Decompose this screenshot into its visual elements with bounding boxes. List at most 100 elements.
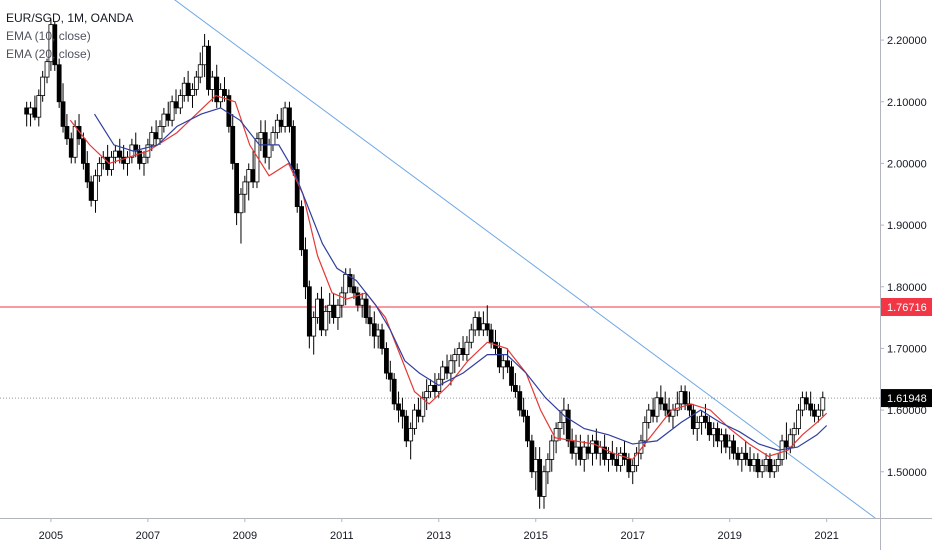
candle-body[interactable] <box>533 459 539 473</box>
candle-body[interactable] <box>537 459 543 497</box>
candle-body[interactable] <box>96 163 102 177</box>
candle-body[interactable] <box>432 385 438 392</box>
candle-body[interactable] <box>812 409 817 417</box>
candle-body[interactable] <box>808 403 814 411</box>
ema-10-legend[interactable]: EMA (10, close) <box>6 29 91 43</box>
candle-body[interactable] <box>549 440 555 460</box>
candle-body[interactable] <box>496 348 502 368</box>
candle-body[interactable] <box>703 415 708 423</box>
candle-body[interactable] <box>56 64 62 103</box>
candle-body[interactable] <box>512 385 518 392</box>
candle-body[interactable] <box>197 64 203 78</box>
candle-body[interactable] <box>173 101 179 109</box>
candle-body[interactable] <box>500 360 506 368</box>
candle-body[interactable] <box>541 471 547 497</box>
candle-body[interactable] <box>391 378 397 405</box>
candle-body[interactable] <box>771 465 777 473</box>
candle-body[interactable] <box>759 465 765 473</box>
candle-body[interactable] <box>553 428 559 442</box>
candle-body[interactable] <box>331 304 336 318</box>
candle-body[interactable] <box>488 329 494 343</box>
candle-body[interactable] <box>270 132 276 146</box>
candle-body[interactable] <box>32 107 38 118</box>
candle-body[interactable] <box>630 465 636 473</box>
candle-body[interactable] <box>40 76 46 96</box>
ema-20-legend[interactable]: EMA (20, close) <box>6 47 91 61</box>
candle-body[interactable] <box>157 126 163 140</box>
plot-area[interactable] <box>0 0 880 518</box>
candle-body[interactable] <box>428 385 433 392</box>
candle-body[interactable] <box>800 397 805 411</box>
candle-body[interactable] <box>634 452 640 466</box>
candle-body[interactable] <box>177 95 183 109</box>
candle-body[interactable] <box>226 95 232 127</box>
candle-body[interactable] <box>294 169 300 207</box>
candle-body[interactable] <box>775 459 781 466</box>
candle-body[interactable] <box>581 446 587 460</box>
candle-body[interactable] <box>658 397 664 405</box>
candle-body[interactable] <box>791 428 797 436</box>
candle-body[interactable] <box>72 126 78 158</box>
candle-body[interactable] <box>448 360 454 374</box>
candle-body[interactable] <box>112 150 118 158</box>
candle-body[interactable] <box>218 89 224 103</box>
symbol-title[interactable]: EUR/SGD, 1M, OANDA <box>6 11 134 25</box>
candle-body[interactable] <box>359 298 365 306</box>
candle-body[interactable] <box>735 452 741 460</box>
candle-body[interactable] <box>230 126 236 164</box>
candle-body[interactable] <box>371 323 377 337</box>
candle-body[interactable] <box>193 76 199 90</box>
candle-body[interactable] <box>323 311 329 331</box>
candle-body[interactable] <box>690 409 696 429</box>
candle-body[interactable] <box>246 169 252 183</box>
candle-body[interactable] <box>238 193 244 214</box>
candle-body[interactable] <box>64 126 70 140</box>
candle-body[interactable] <box>363 298 369 318</box>
candle-body[interactable] <box>642 422 648 442</box>
candle-body[interactable] <box>480 323 486 331</box>
candle-body[interactable] <box>28 107 33 115</box>
candle-body[interactable] <box>626 459 632 473</box>
candle-body[interactable] <box>816 409 821 417</box>
candle-body[interactable] <box>719 434 724 442</box>
candle-body[interactable] <box>424 391 430 399</box>
candle-body[interactable] <box>258 132 264 140</box>
candle-body[interactable] <box>290 126 296 170</box>
candle-body[interactable] <box>727 440 733 448</box>
candle-body[interactable] <box>711 428 717 436</box>
candle-body[interactable] <box>185 82 191 96</box>
candle-body[interactable] <box>715 428 720 442</box>
candle-body[interactable] <box>820 397 826 411</box>
candle-body[interactable] <box>266 144 272 158</box>
candle-body[interactable] <box>165 113 171 121</box>
candle-body[interactable] <box>400 409 405 417</box>
candle-body[interactable] <box>743 452 749 460</box>
candle-body[interactable] <box>699 415 704 423</box>
candle-body[interactable] <box>525 415 530 442</box>
candle-body[interactable] <box>234 163 240 214</box>
candle-body[interactable] <box>141 156 147 164</box>
candle-body[interactable] <box>662 403 668 411</box>
candle-body[interactable] <box>444 366 450 374</box>
candle-body[interactable] <box>306 286 312 337</box>
candle-body[interactable] <box>339 292 345 306</box>
candle-body[interactable] <box>153 132 159 140</box>
candle-body[interactable] <box>767 459 773 473</box>
candle-body[interactable] <box>723 434 729 448</box>
candle-body[interactable] <box>242 181 248 195</box>
candle-body[interactable] <box>88 181 94 201</box>
candle-body[interactable] <box>274 119 280 133</box>
candle-body[interactable] <box>335 304 341 318</box>
candle-body[interactable] <box>60 101 66 127</box>
candle-body[interactable] <box>472 317 478 331</box>
candle-body[interactable] <box>420 397 426 417</box>
candle-body[interactable] <box>299 206 304 251</box>
candle-body[interactable] <box>161 113 167 127</box>
candle-body[interactable] <box>396 403 401 411</box>
candle-body[interactable] <box>569 440 575 454</box>
candle-body[interactable] <box>84 163 90 183</box>
candle-body[interactable] <box>287 107 292 127</box>
candle-body[interactable] <box>347 274 353 288</box>
candle-body[interactable] <box>68 138 74 158</box>
